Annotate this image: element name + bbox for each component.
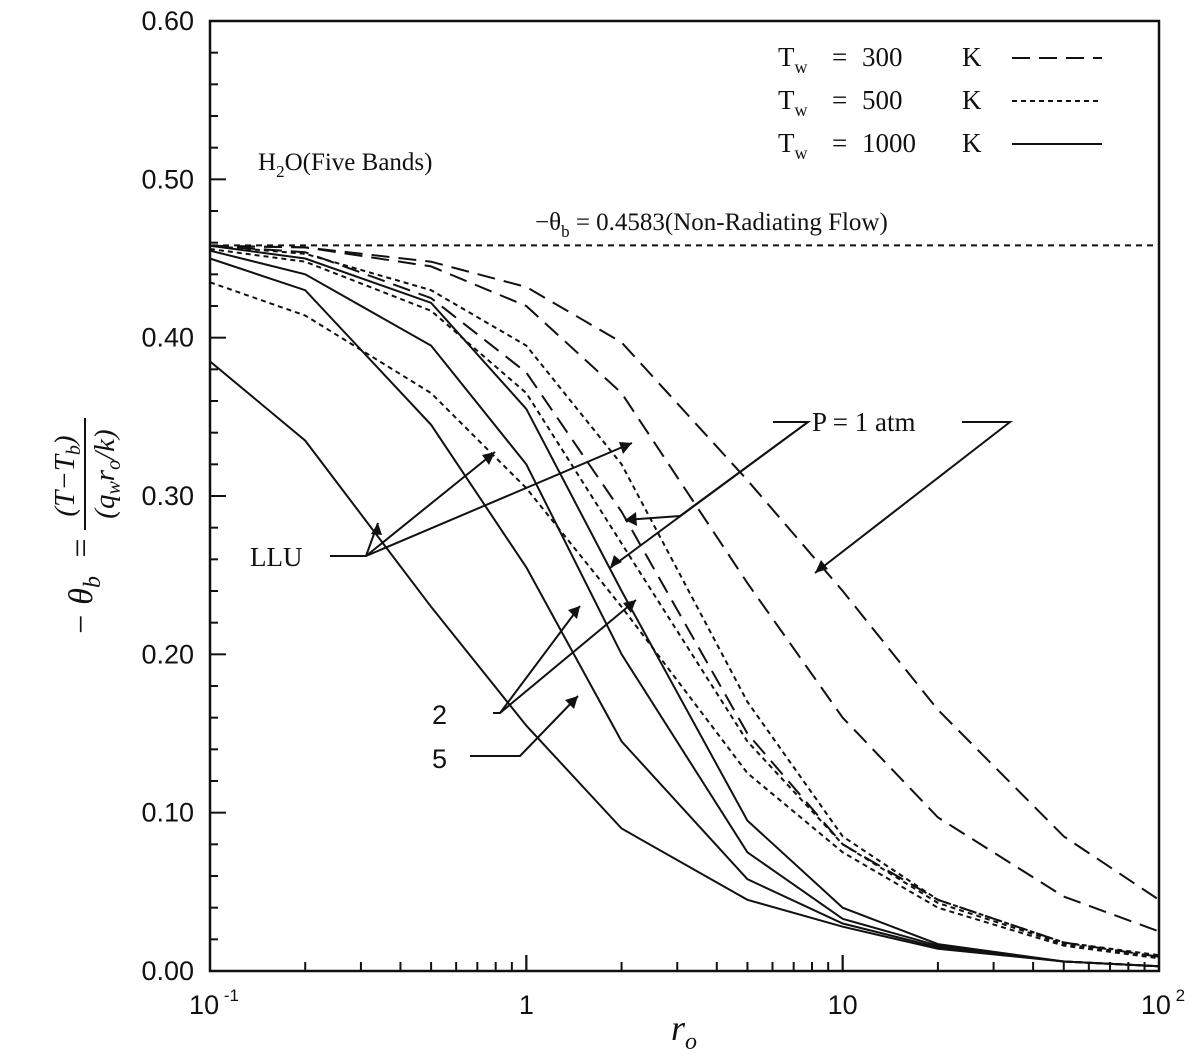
annotation-p5: 5 bbox=[432, 744, 447, 774]
annotation-arrows bbox=[330, 421, 1013, 757]
legend-symbol: T bbox=[778, 85, 795, 115]
legend-subscript: w bbox=[795, 143, 808, 163]
series-line-dotted bbox=[209, 248, 1160, 958]
y-tick-label: 0.40 bbox=[141, 323, 194, 353]
series-line-dashed bbox=[209, 244, 1160, 933]
y-label-lhs: − θb bbox=[63, 576, 106, 636]
gas-label-pre: H bbox=[258, 149, 276, 176]
y-tick-label: 0.60 bbox=[141, 6, 194, 36]
legend-value: 1000 bbox=[862, 128, 916, 158]
series-group bbox=[209, 244, 1160, 968]
legend-label: Tw = 500 K bbox=[778, 85, 982, 120]
y-tick-label: 0.10 bbox=[141, 798, 194, 828]
y-label-num-sub: b bbox=[63, 445, 85, 455]
gas-label-post: O(Five Bands) bbox=[285, 149, 433, 176]
legend-subscript: w bbox=[795, 57, 808, 77]
x-tick-base: 10 bbox=[828, 990, 858, 1020]
y-tick-labels: 0.00 0.10 0.20 0.30 0.40 0.50 0.60 bbox=[141, 6, 194, 986]
x-tick-label: 10 bbox=[828, 990, 858, 1020]
x-label-sub: o bbox=[685, 1029, 697, 1055]
annotation-arrowheads bbox=[371, 442, 828, 709]
legend-subscript: w bbox=[795, 100, 808, 120]
y-tick-label: 0.20 bbox=[141, 639, 194, 669]
x-tick-exponent: 2 bbox=[1171, 986, 1185, 1005]
y-label-eq: = bbox=[63, 538, 100, 557]
legend-label: Tw = 300 K bbox=[778, 42, 982, 77]
x-tick-base: 10 bbox=[1141, 990, 1171, 1020]
y-axis-label: − θb = (T−Tb) (qwro/k) bbox=[49, 418, 125, 636]
x-tick-label: 1 bbox=[519, 990, 534, 1020]
x-tick-base: 10 bbox=[189, 990, 219, 1020]
legend-symbol: T bbox=[778, 42, 795, 72]
legend-value: 500 bbox=[862, 85, 903, 115]
y-label-den-sub2: o bbox=[103, 460, 125, 470]
series-line-dashed bbox=[209, 244, 1160, 958]
reference-label: −θb = 0.4583(Non-Radiating Flow) bbox=[535, 209, 888, 241]
x-tick-labels: 10 -1 1 10 10 2 bbox=[189, 986, 1185, 1020]
legend-label: Tw = 1000 K bbox=[778, 128, 982, 163]
y-tick-label: 0.30 bbox=[141, 481, 194, 511]
x-tick-exponent: -1 bbox=[219, 986, 239, 1005]
y-label-num-end: ) bbox=[49, 435, 81, 447]
series-line-dashed bbox=[209, 244, 1160, 901]
legend-symbol: T bbox=[778, 128, 795, 158]
legend-equals: = bbox=[832, 85, 847, 115]
series-line-dotted bbox=[209, 244, 1160, 957]
y-label-theta-sub: b bbox=[80, 576, 106, 588]
reference-label-pre: −θ bbox=[535, 209, 561, 236]
series-line-solid bbox=[209, 249, 1160, 968]
series-line-solid bbox=[209, 360, 1160, 968]
y-tick-label: 0.00 bbox=[141, 956, 194, 986]
y-label-den-sub1: w bbox=[103, 481, 125, 495]
y-label-theta: − θ bbox=[63, 588, 100, 636]
series-line-solid bbox=[209, 257, 1160, 968]
y-label-numerator: (T−Tb) bbox=[49, 435, 85, 516]
legend: Tw = 300 K Tw = 500 K Tw = 1000 K bbox=[778, 42, 1102, 163]
legend-equals: = bbox=[832, 128, 847, 158]
series-line-solid bbox=[209, 244, 1160, 968]
legend-value: 300 bbox=[862, 42, 903, 72]
x-tick-label: 10 -1 bbox=[189, 986, 239, 1020]
y-label-den-mid: r bbox=[89, 469, 121, 481]
annotation-p1: P = 1 atm bbox=[812, 407, 915, 437]
gas-label-sub: 2 bbox=[276, 162, 285, 181]
axis-ticks bbox=[209, 20, 1160, 972]
legend-equals: = bbox=[832, 42, 847, 72]
legend-unit: K bbox=[962, 42, 982, 72]
annotation-llu: LLU bbox=[250, 542, 302, 572]
y-label-num-main: (T−T bbox=[49, 453, 81, 516]
y-label-denominator: (qwro/k) bbox=[89, 429, 125, 518]
x-axis-label: ro bbox=[671, 1008, 697, 1055]
x-tick-label: 10 2 bbox=[1141, 986, 1185, 1020]
reference-label-sub: b bbox=[561, 222, 570, 241]
annotation-p2: 2 bbox=[432, 700, 447, 730]
y-tick-label: 0.50 bbox=[141, 164, 194, 194]
legend-unit: K bbox=[962, 85, 982, 115]
reference-label-post: = 0.4583(Non-Radiating Flow) bbox=[570, 209, 888, 236]
y-label-den-main: (q bbox=[89, 495, 121, 519]
gas-label: H2O(Five Bands) bbox=[258, 149, 432, 181]
x-label-main: r bbox=[671, 1008, 686, 1048]
legend-unit: K bbox=[962, 128, 982, 158]
y-label-den-end: /k) bbox=[89, 429, 121, 462]
x-tick-base: 1 bbox=[519, 990, 534, 1020]
series-line-dotted bbox=[209, 281, 1160, 960]
